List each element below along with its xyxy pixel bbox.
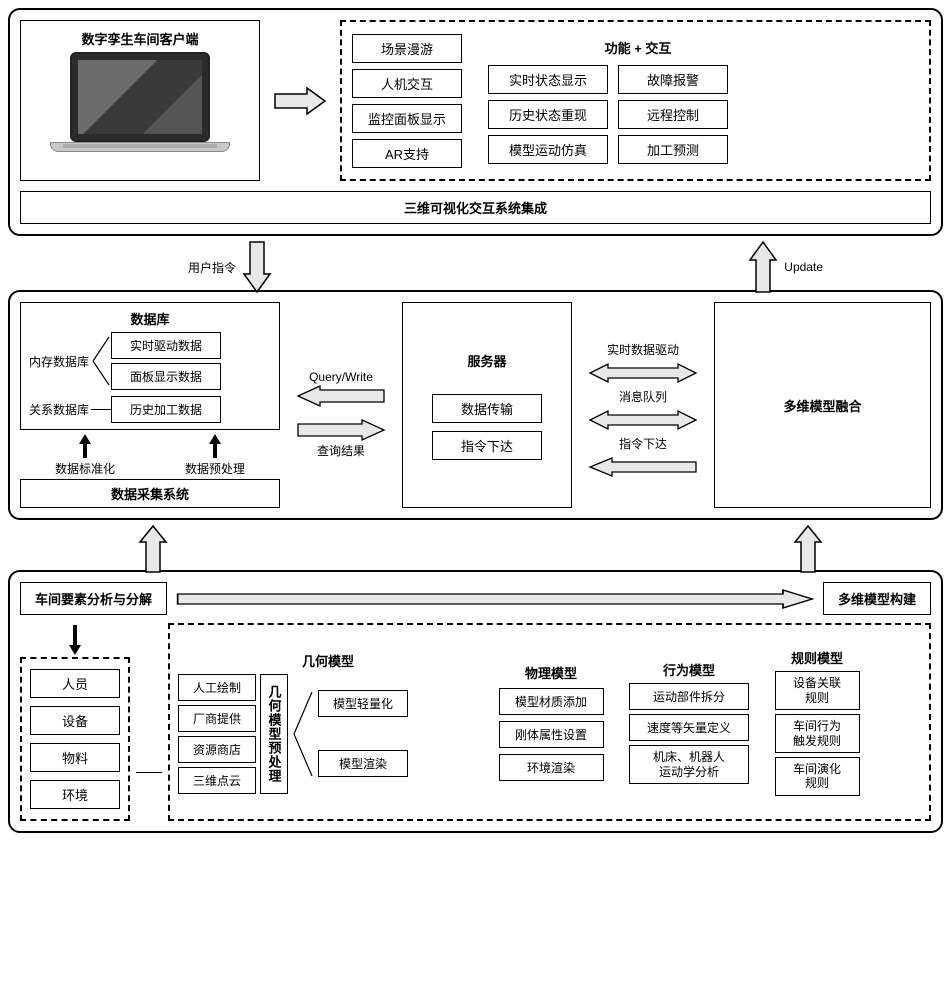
phys-item: 模型材质添加 bbox=[499, 688, 604, 715]
fusion-box: 多维模型融合 bbox=[714, 302, 931, 508]
element-item: 物料 bbox=[30, 743, 120, 772]
db-server-arrows: Query/Write 查询结果 bbox=[286, 302, 396, 508]
user-cmd-label: 用户指令 bbox=[188, 259, 236, 276]
db-item: 面板显示数据 bbox=[111, 363, 221, 390]
features-box: 场景漫游 人机交互 监控面板显示 AR支持 功能 + 交互 实时状态显示 历史状… bbox=[340, 20, 931, 181]
std-label: 数据标准化 bbox=[55, 460, 115, 477]
build-title: 多维模型构建 bbox=[823, 582, 931, 615]
feature-item: 远程控制 bbox=[618, 100, 728, 129]
geo-model-block: 几何模型 人工绘制 厂商提供 资源商店 三维点云 几何模型预处理 bbox=[178, 651, 478, 794]
phys-item: 环境渲染 bbox=[499, 754, 604, 781]
phys-item: 刚体属性设置 bbox=[499, 721, 604, 748]
arrow-up-icon bbox=[138, 524, 168, 574]
pre-label: 数据预处理 bbox=[185, 460, 245, 477]
query-write-label: Query/Write bbox=[309, 370, 373, 384]
collect-title: 数据采集系统 bbox=[20, 479, 280, 508]
arrow-left-icon bbox=[296, 384, 386, 408]
arrow-down-small-icon bbox=[67, 623, 83, 657]
brace-right-icon bbox=[292, 674, 314, 794]
rel-db-label: 关系数据库 bbox=[27, 401, 91, 418]
feature-item: 故障报警 bbox=[618, 65, 728, 94]
element-item: 设备 bbox=[30, 706, 120, 735]
query-result-label: 查询结果 bbox=[317, 442, 365, 459]
arrow-right-icon bbox=[296, 418, 386, 442]
geo-source: 三维点云 bbox=[178, 767, 256, 794]
behav-item: 速度等矢量定义 bbox=[629, 714, 749, 741]
geo-title: 几何模型 bbox=[178, 651, 478, 670]
laptop-icon bbox=[45, 52, 235, 172]
phys-title: 物理模型 bbox=[525, 663, 577, 682]
arrow-both-icon bbox=[588, 362, 698, 384]
top-mid-arrows: 用户指令 Update bbox=[8, 240, 943, 294]
mid-panel: 数据库 内存数据库 实时驱动数据 面板显示数据 关系数据库 历史加工数据 数据标… bbox=[8, 290, 943, 520]
feature-item: 历史状态重现 bbox=[488, 100, 608, 129]
arrow-up-small-icon bbox=[77, 432, 93, 460]
geo-output: 模型轻量化 bbox=[318, 690, 408, 717]
server-fusion-arrows: 实时数据驱动 消息队列 指令下达 bbox=[578, 302, 708, 508]
features-title: 功能 + 交互 bbox=[548, 38, 728, 57]
brace-icon bbox=[91, 333, 111, 389]
msg-queue-label: 消息队列 bbox=[619, 388, 667, 405]
db-item: 实时驱动数据 bbox=[111, 332, 221, 359]
element-item: 环境 bbox=[30, 780, 120, 809]
database-block: 数据库 内存数据库 实时驱动数据 面板显示数据 关系数据库 历史加工数据 数据标… bbox=[20, 302, 280, 508]
rule-title: 规则模型 bbox=[791, 648, 843, 667]
server-item: 数据传输 bbox=[432, 394, 542, 423]
arrow-right-long-icon bbox=[175, 588, 815, 610]
elements-column: 人员 设备 物料 环境 bbox=[20, 623, 130, 821]
arrow-up-icon bbox=[748, 240, 778, 294]
feature-item: 加工预测 bbox=[618, 135, 728, 164]
geo-source: 资源商店 bbox=[178, 736, 256, 763]
db-item: 历史加工数据 bbox=[111, 396, 221, 423]
geo-output: 模型渲染 bbox=[318, 750, 408, 777]
phys-model-block: 物理模型 模型材质添加 刚体属性设置 环境渲染 bbox=[491, 663, 611, 781]
client-box: 数字孪生车间客户端 bbox=[20, 20, 260, 181]
features-col2: 功能 + 交互 实时状态显示 历史状态重现 模型运动仿真 故障报警 远程控制 加… bbox=[488, 38, 728, 164]
models-area: 几何模型 人工绘制 厂商提供 资源商店 三维点云 几何模型预处理 bbox=[168, 623, 931, 821]
feature-item: 模型运动仿真 bbox=[488, 135, 608, 164]
arrow-left-icon bbox=[588, 456, 698, 478]
geo-preprocess-box: 几何模型预处理 bbox=[260, 674, 288, 794]
cmd-down-label: 指令下达 bbox=[619, 435, 667, 452]
bottom-panel: 车间要素分析与分解 多维模型构建 人员 设备 物料 环境 几何模 bbox=[8, 570, 943, 833]
feature-item: 实时状态显示 bbox=[488, 65, 608, 94]
feature-item: AR支持 bbox=[352, 139, 462, 168]
integration-title-box: 三维可视化交互系统集成 bbox=[20, 191, 931, 224]
features-col1: 场景漫游 人机交互 监控面板显示 AR支持 bbox=[352, 34, 462, 168]
rule-item: 车间演化 规则 bbox=[775, 757, 860, 796]
feature-item: 人机交互 bbox=[352, 69, 462, 98]
geo-source: 厂商提供 bbox=[178, 705, 256, 732]
arrow-both-icon bbox=[588, 409, 698, 431]
arrow-up-icon bbox=[793, 524, 823, 574]
mid-bottom-arrows bbox=[8, 524, 943, 574]
server-box: 服务器 数据传输 指令下达 bbox=[402, 302, 572, 508]
geo-source: 人工绘制 bbox=[178, 674, 256, 701]
client-title: 数字孪生车间客户端 bbox=[81, 29, 198, 48]
behav-model-block: 行为模型 运动部件拆分 速度等矢量定义 机床、机器人 运动学分析 bbox=[624, 660, 754, 784]
rule-item: 车间行为 触发规则 bbox=[775, 714, 860, 753]
behav-item: 运动部件拆分 bbox=[629, 683, 749, 710]
top-panel: 数字孪生车间客户端 场景漫游 人机交互 监控面板显示 AR支持 功能 + 交互 bbox=[8, 8, 943, 236]
db-title: 数据库 bbox=[27, 309, 273, 328]
behav-item: 机床、机器人 运动学分析 bbox=[629, 745, 749, 784]
elements-to-models-connector bbox=[136, 623, 162, 821]
server-item: 指令下达 bbox=[432, 431, 542, 460]
server-title: 服务器 bbox=[467, 351, 506, 370]
rt-drive-label: 实时数据驱动 bbox=[607, 341, 679, 358]
update-label: Update bbox=[784, 260, 823, 274]
rule-model-block: 规则模型 设备关联 规则 车间行为 触发规则 车间演化 规则 bbox=[767, 648, 867, 795]
element-item: 人员 bbox=[30, 669, 120, 698]
analysis-title: 车间要素分析与分解 bbox=[20, 582, 167, 615]
arrow-down-icon bbox=[242, 240, 272, 294]
fusion-title: 多维模型融合 bbox=[783, 396, 861, 415]
arrow-client-to-features bbox=[270, 20, 330, 181]
feature-item: 场景漫游 bbox=[352, 34, 462, 63]
geo-preprocess-title: 几何模型预处理 bbox=[263, 683, 286, 785]
rule-item: 设备关联 规则 bbox=[775, 671, 860, 710]
behav-title: 行为模型 bbox=[663, 660, 715, 679]
arrow-up-small-icon bbox=[207, 432, 223, 460]
mem-db-label: 内存数据库 bbox=[27, 353, 91, 370]
feature-item: 监控面板显示 bbox=[352, 104, 462, 133]
